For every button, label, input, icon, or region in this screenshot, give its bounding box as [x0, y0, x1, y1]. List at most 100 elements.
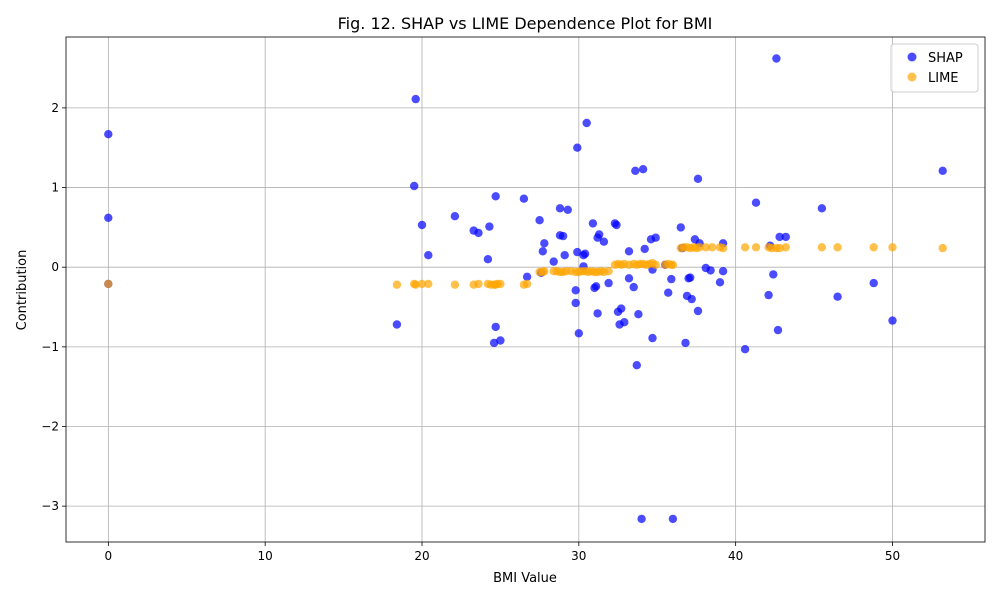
shap-point — [571, 298, 580, 308]
shap-point — [620, 318, 629, 327]
shap-point — [496, 336, 505, 345]
shap-point — [706, 266, 715, 275]
shap-point — [624, 274, 634, 283]
shap-point — [491, 322, 500, 332]
legend-label-lime: LIME — [928, 71, 959, 86]
shap-point — [631, 166, 640, 175]
legend-marker-lime — [907, 72, 917, 82]
shap-point — [638, 165, 648, 174]
shap-point — [483, 255, 493, 264]
shap-point — [751, 198, 761, 207]
shap-point — [392, 320, 402, 329]
lime-point — [522, 279, 532, 289]
lime-point — [392, 280, 402, 289]
shap-point — [411, 94, 420, 104]
lime-point — [450, 280, 460, 289]
legend-marker-shap — [907, 52, 917, 62]
lime-point — [540, 267, 549, 276]
shap-point — [549, 257, 558, 266]
shap-point — [632, 361, 641, 370]
shap-point — [535, 216, 544, 225]
shap-point — [417, 220, 427, 230]
lime-point — [775, 243, 784, 253]
shap-point — [715, 278, 725, 287]
shap-point — [538, 247, 547, 256]
shap-point — [595, 230, 604, 239]
shap-point — [648, 333, 657, 343]
shap-point — [772, 54, 781, 63]
y-tick-label: 0 — [51, 260, 59, 274]
legend-label-shap: SHAP — [928, 51, 963, 66]
x-tick-label: 20 — [414, 549, 429, 563]
y-tick-label: −1 — [41, 340, 59, 354]
lime-point — [740, 243, 750, 252]
shap-point — [582, 118, 591, 128]
y-tick-label: −2 — [41, 420, 59, 434]
shap-point — [563, 205, 572, 214]
shap-point — [888, 316, 897, 325]
shap-point — [718, 267, 728, 276]
shap-point — [491, 192, 500, 201]
shap-point — [640, 244, 649, 254]
shap-point — [651, 233, 660, 242]
lime-point — [833, 243, 842, 252]
shap-point — [764, 290, 773, 300]
shap-point — [740, 345, 750, 354]
shap-point — [474, 228, 483, 238]
lime-point — [781, 243, 790, 252]
lime-point — [707, 243, 717, 252]
shap-point — [938, 166, 947, 175]
shap-point — [781, 232, 790, 242]
lime-point — [938, 243, 947, 253]
shap-point — [574, 329, 583, 338]
shap-point — [540, 239, 549, 248]
shap-point — [629, 282, 638, 292]
shap-point — [664, 288, 673, 297]
shap-point — [676, 223, 685, 232]
x-tick-label: 30 — [571, 549, 586, 563]
lime-point — [695, 243, 704, 252]
y-tick-label: 1 — [51, 181, 59, 195]
shap-point — [410, 181, 419, 191]
y-tick-label: 2 — [51, 101, 59, 115]
shap-point — [555, 204, 565, 213]
shap-point — [450, 212, 460, 221]
plot-frame — [65, 36, 986, 543]
x-tick-label: 50 — [885, 549, 900, 563]
shap-point — [773, 325, 783, 335]
shap-point — [624, 247, 634, 256]
shap-point — [833, 292, 842, 301]
x-axis-label: BMI Value — [493, 571, 557, 586]
lime-point — [104, 279, 113, 289]
shap-point — [817, 204, 827, 213]
shap-point — [588, 219, 598, 228]
shap-point — [560, 251, 569, 260]
chart-title: Fig. 12. SHAP vs LIME Dependence Plot fo… — [338, 14, 713, 33]
lime-point — [751, 243, 761, 252]
shap-point — [637, 514, 646, 524]
shap-point — [634, 310, 643, 319]
shap-point — [522, 272, 532, 281]
lime-point — [424, 279, 433, 289]
lime-point — [474, 279, 483, 289]
shap-point — [686, 273, 695, 282]
lime-point — [888, 243, 897, 252]
shap-point — [617, 304, 626, 313]
lime-point — [604, 267, 613, 276]
shap-point — [775, 232, 784, 242]
series-lime — [104, 243, 947, 289]
shap-point — [599, 237, 609, 246]
shap-point — [681, 338, 690, 348]
lime-point — [496, 279, 505, 289]
shap-point — [519, 194, 529, 203]
lime-point — [411, 280, 420, 289]
axis-ticks: 0 10 20 30 40 50 −3 −2 −1 0 1 2 — [41, 101, 900, 563]
shap-point — [604, 278, 613, 288]
shap-point — [693, 174, 703, 183]
lime-point — [869, 243, 878, 252]
shap-point — [769, 270, 778, 279]
lime-point — [651, 260, 660, 269]
shap-point — [104, 213, 113, 222]
grid-lines — [66, 37, 985, 542]
